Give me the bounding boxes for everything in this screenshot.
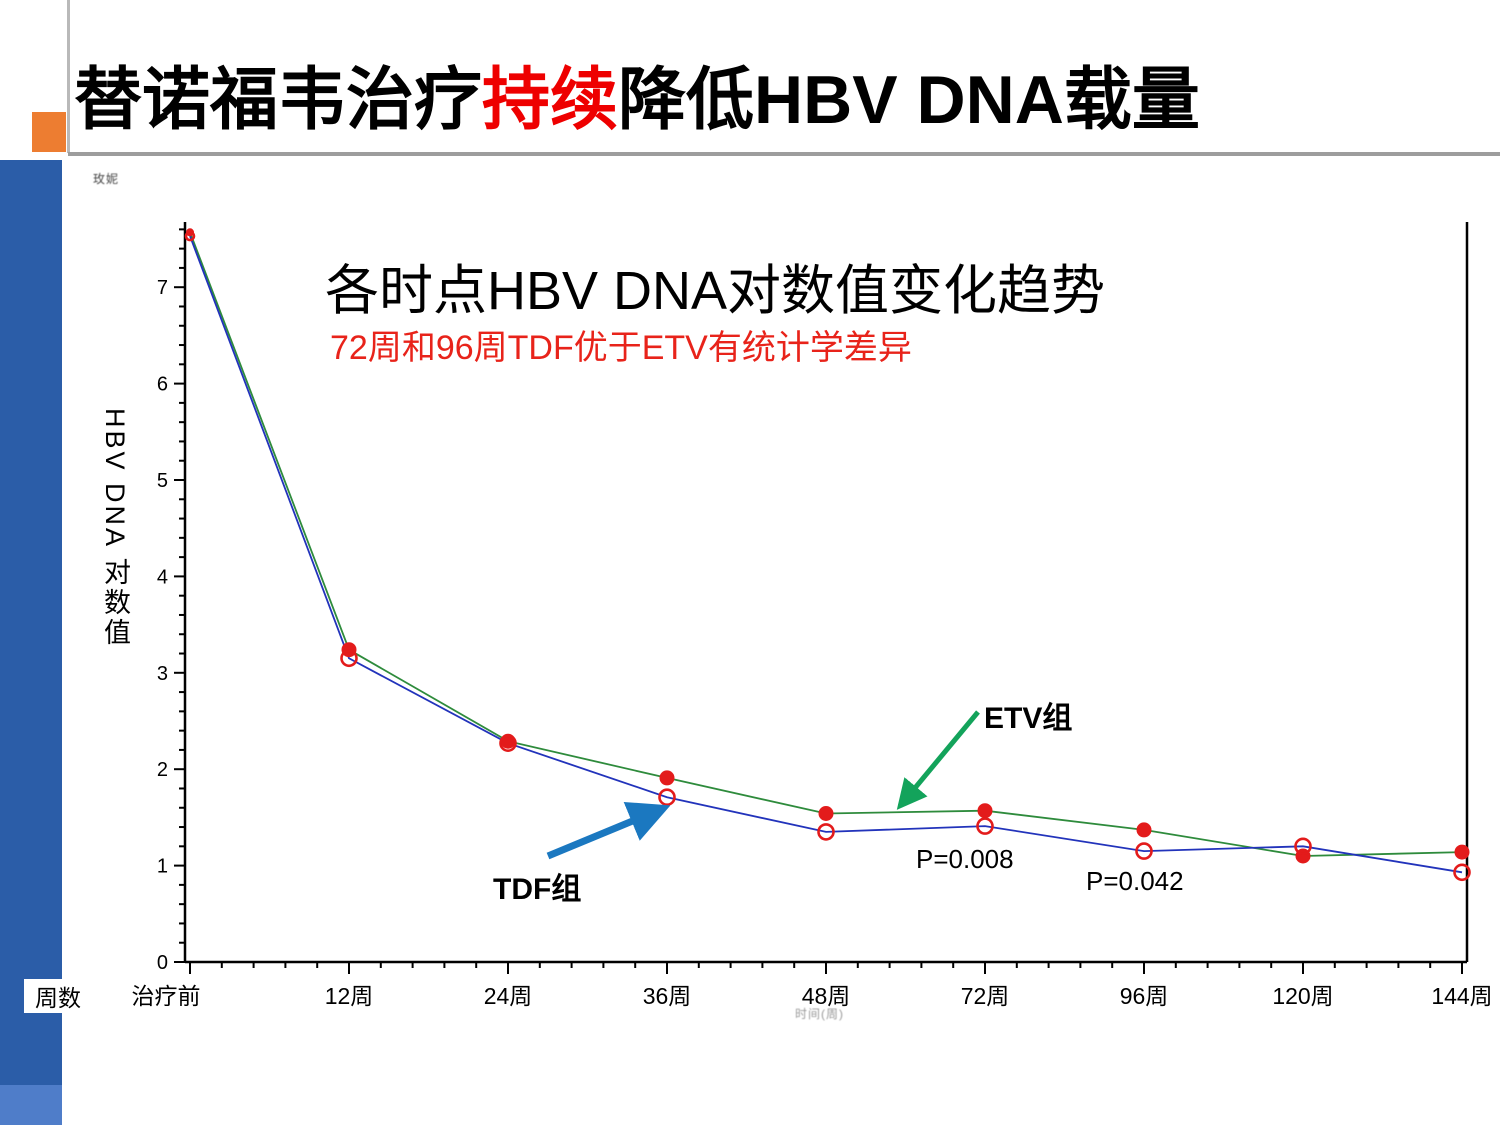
header-vertical-line: [67, 0, 70, 153]
svg-text:96周: 96周: [1120, 983, 1169, 1009]
data-point: [1135, 842, 1153, 860]
data-point: [659, 770, 675, 786]
slide-title-suffix: 降低HBV DNA载量: [618, 62, 1200, 138]
data-point: [340, 649, 358, 668]
series-label-tdf: TDF组: [493, 873, 582, 906]
y-tick-labels: 0 1 2 3 4 5 6 7: [157, 277, 168, 974]
svg-text:7: 7: [157, 277, 168, 299]
slide-title: 替诺福韦治疗持续降低HBV DNA载量: [74, 44, 1474, 143]
data-point: [499, 734, 517, 753]
svg-text:3: 3: [157, 663, 168, 685]
tiny-watermark-text: 玫妮: [93, 172, 120, 186]
header-divider-line: [68, 152, 1500, 156]
pvalue-annotation-96w: P=0.042: [1086, 866, 1184, 896]
svg-text:72周: 72周: [961, 983, 1010, 1009]
svg-text:48周: 48周: [802, 983, 851, 1009]
svg-text:2: 2: [157, 759, 168, 781]
x-axis-title: 周数: [24, 979, 92, 1013]
svg-text:12周: 12周: [325, 983, 374, 1009]
left-blue-bar: [0, 160, 62, 1085]
x-tick-labels: 治疗前 12周 24周 36周 48周 72周 96周 120周 144周: [132, 983, 1493, 1009]
svg-text:24周: 24周: [484, 983, 533, 1009]
svg-text:6: 6: [157, 374, 168, 396]
data-point: [976, 817, 994, 835]
data-point: [1454, 844, 1470, 860]
chart-title: 各时点HBV DNA对数值变化趋势: [325, 261, 1106, 321]
y-ticks: [174, 228, 185, 963]
data-point: [818, 806, 834, 821]
svg-text:5: 5: [157, 470, 168, 492]
data-point: [817, 823, 835, 841]
svg-text:1: 1: [157, 856, 168, 878]
y-axis-title: HBV DNA 对数值: [100, 408, 130, 649]
series-line-TDF组: [189, 235, 1463, 874]
svg-text:36周: 36周: [643, 983, 692, 1009]
x-ticks: [189, 962, 1463, 974]
orange-accent-square: [32, 112, 66, 152]
tdf-arrow: [546, 801, 671, 860]
series-label-etv: ETV组: [984, 702, 1073, 735]
data-point: [184, 230, 196, 242]
data-point: [977, 803, 993, 819]
left-blue-bar-footer: [0, 1085, 62, 1125]
slide-title-highlight: 持续: [482, 62, 619, 138]
svg-text:4: 4: [157, 566, 168, 588]
svg-text:治疗前: 治疗前: [132, 983, 201, 1009]
axis-footnote-text: 时间(周): [795, 1007, 844, 1021]
slide-title-prefix: 替诺福韦治疗: [74, 62, 483, 138]
svg-text:144周: 144周: [1431, 983, 1492, 1009]
etv-arrow: [896, 710, 980, 810]
data-point: [1294, 837, 1312, 856]
chart-subtitle: 72周和96周TDF优于ETV有统计学差异: [330, 329, 912, 367]
data-point: [1453, 863, 1471, 882]
svg-text:0: 0: [157, 952, 168, 974]
svg-text:120周: 120周: [1272, 983, 1333, 1009]
pvalue-annotation-72w: P=0.008: [916, 844, 1014, 874]
data-point: [1136, 822, 1152, 838]
